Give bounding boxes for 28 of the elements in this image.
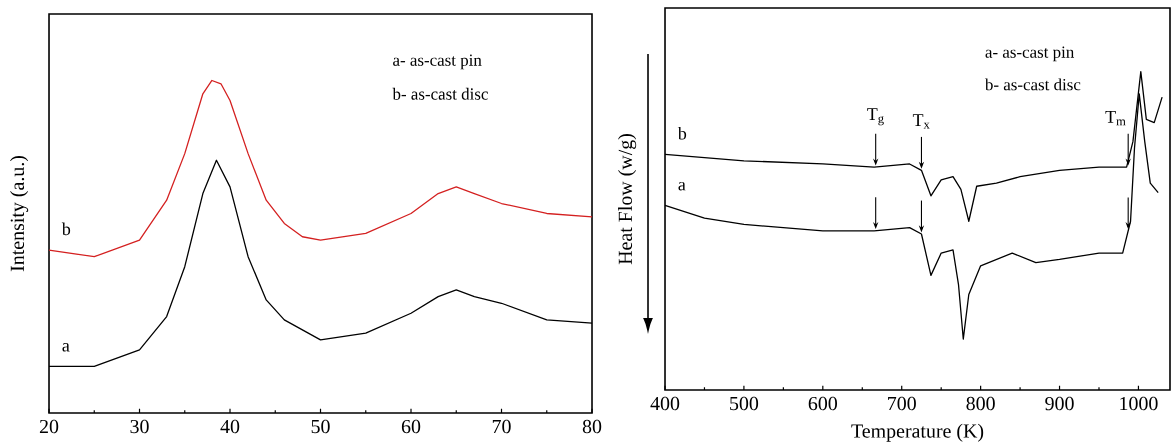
x-tick-label: 60 [401, 419, 421, 434]
x-tick-label: 40 [220, 419, 240, 434]
y-axis-title: Intensity (a.u.) [10, 155, 29, 272]
annotation: T$_{g}$ [867, 108, 884, 126]
series-label: a [62, 343, 70, 352]
x-tick-label: 500 [730, 396, 759, 411]
x-axis-title: Temperature (K) [851, 423, 984, 442]
x-tick-label: 700 [888, 396, 916, 411]
annotation: T$_{x}$ [912, 114, 930, 129]
text: a- as-cast pin [393, 54, 482, 70]
x-tick-label: 30 [130, 419, 149, 434]
x-tick-label: 400 [650, 396, 680, 411]
x-tick-label: 70 [492, 419, 511, 434]
x-tick-label: 800 [966, 396, 995, 411]
x-tick-label: 900 [1045, 396, 1074, 411]
x-tick-label: 20 [39, 419, 59, 434]
x-tick-label: 600 [808, 396, 838, 411]
text: a- as-cast pin [985, 46, 1075, 62]
x-tick-label: 50 [311, 419, 330, 434]
annotation: b- as-cast disc [984, 78, 1081, 91]
series-label: a [678, 181, 686, 191]
x-tick-label: 80 [582, 419, 602, 434]
series-label: b [677, 126, 687, 140]
annotation: T$_{m}$ [1105, 110, 1126, 126]
x-tick-label: 1000 [1120, 396, 1158, 411]
y-axis-title: Heat Flow (w/g) [618, 134, 637, 265]
annotation: b- as-cast disc [392, 87, 488, 100]
series-label: b [61, 222, 71, 236]
